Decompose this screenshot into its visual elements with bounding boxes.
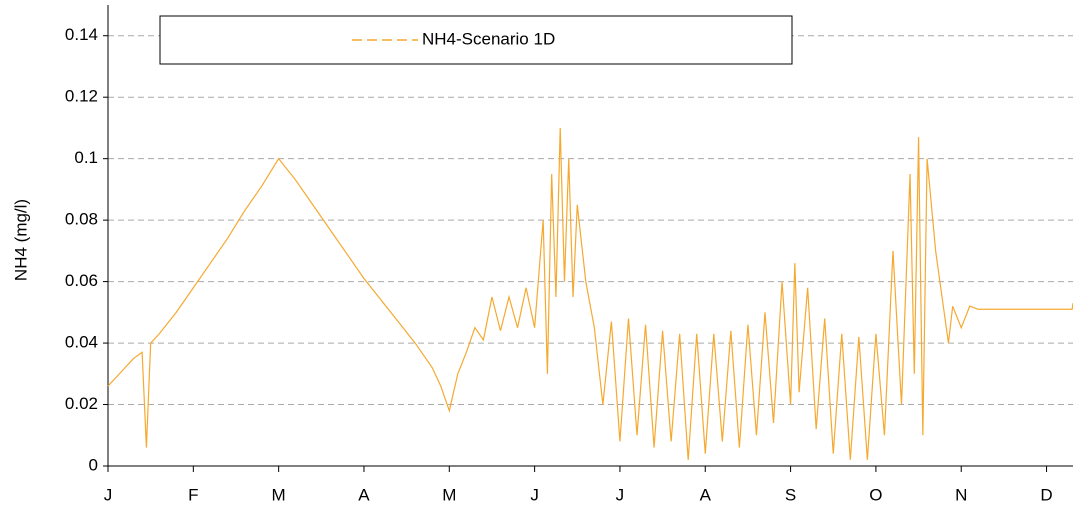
y-tick-label: 0.02 — [65, 394, 98, 413]
x-tick-label: N — [955, 485, 967, 504]
y-tick-label: 0.14 — [65, 25, 98, 44]
y-tick-label: 0.06 — [65, 271, 98, 290]
y-tick-label: 0.04 — [65, 333, 98, 352]
x-tick-label: A — [700, 485, 712, 504]
x-tick-label: J — [530, 485, 539, 504]
y-tick-label: 0.1 — [74, 148, 98, 167]
y-tick-label: 0 — [89, 455, 98, 474]
data-line — [107, 127, 1073, 460]
x-tick-label: M — [272, 485, 286, 504]
x-tick-label: J — [616, 485, 625, 504]
legend-box — [159, 15, 793, 65]
x-tick-label: D — [1040, 485, 1052, 504]
x-tick-label: J — [104, 485, 113, 504]
x-tick-label: M — [442, 485, 456, 504]
y-axis-label: NH4 (mg/l) — [11, 199, 30, 281]
y-tick-label: 0.08 — [65, 210, 98, 229]
x-tick-label: F — [188, 485, 198, 504]
x-tick-label: A — [358, 485, 370, 504]
x-tick-label: O — [869, 485, 882, 504]
x-tick-label: S — [785, 485, 796, 504]
y-tick-label: 0.12 — [65, 87, 98, 106]
legend-label: NH4-Scenario 1D — [422, 29, 555, 48]
